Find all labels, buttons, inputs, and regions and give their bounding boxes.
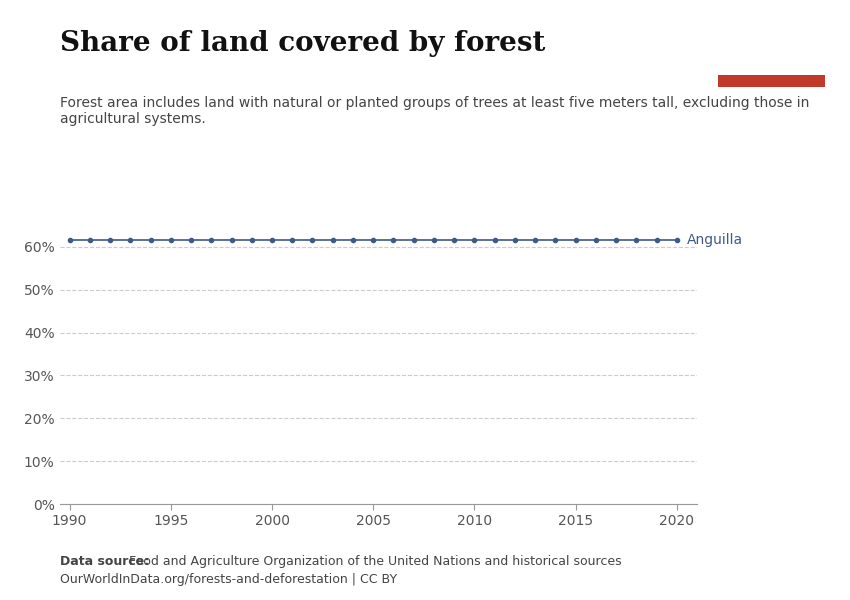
Bar (718, 74, 824, 87)
Text: Share of land covered by forest: Share of land covered by forest (60, 30, 545, 57)
Text: Data source:: Data source: (60, 555, 149, 568)
Text: Anguilla: Anguilla (687, 233, 743, 247)
Text: Our World
in Data: Our World in Data (738, 30, 805, 59)
Text: Forest area includes land with natural or planted groups of trees at least five : Forest area includes land with natural o… (60, 96, 809, 126)
Text: OurWorldInData.org/forests-and-deforestation | CC BY: OurWorldInData.org/forests-and-deforesta… (60, 573, 397, 586)
Text: Food and Agriculture Organization of the United Nations and historical sources: Food and Agriculture Organization of the… (125, 555, 621, 568)
